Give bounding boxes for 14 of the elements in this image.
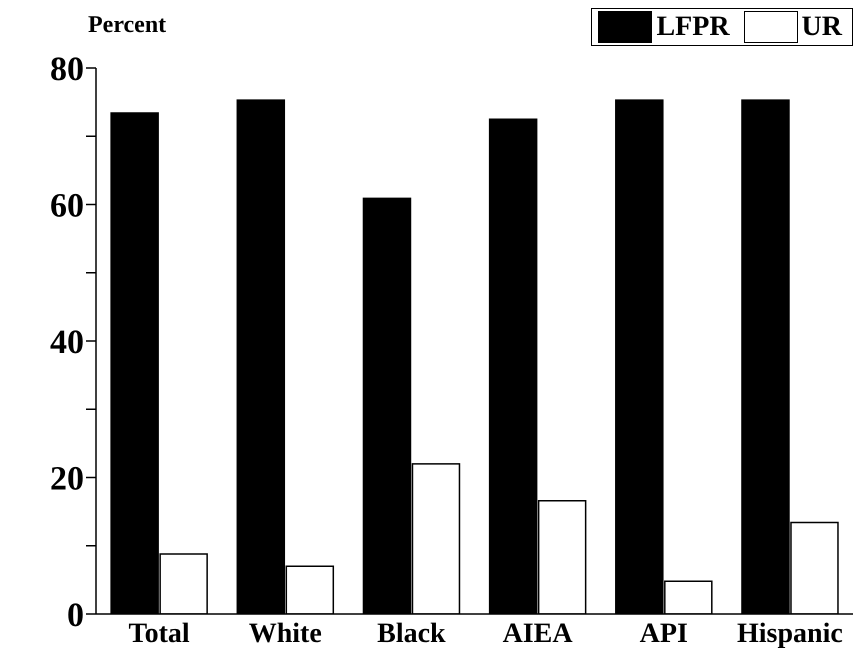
y-tick-label: 60 [50, 188, 84, 225]
y-tick-label: 40 [50, 324, 84, 362]
y-tick-label: 20 [50, 460, 84, 498]
x-tick-label: Total [128, 618, 190, 649]
y-axis-title: Percent [88, 12, 166, 39]
x-tick-label: Black [377, 618, 446, 649]
x-tick-label: Hispanic [737, 618, 843, 649]
x-tick-label: API [640, 618, 688, 649]
legend-label: LFPR [655, 11, 730, 43]
x-tick-label: AIEA [502, 618, 574, 649]
y-tick-label: 80 [50, 51, 84, 88]
x-tick-label: White [248, 618, 322, 649]
legend-label: UR [800, 11, 842, 43]
y-tick-label: 0 [67, 597, 84, 634]
